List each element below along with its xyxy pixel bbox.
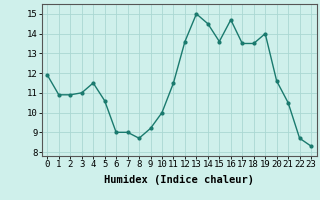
X-axis label: Humidex (Indice chaleur): Humidex (Indice chaleur): [104, 175, 254, 185]
